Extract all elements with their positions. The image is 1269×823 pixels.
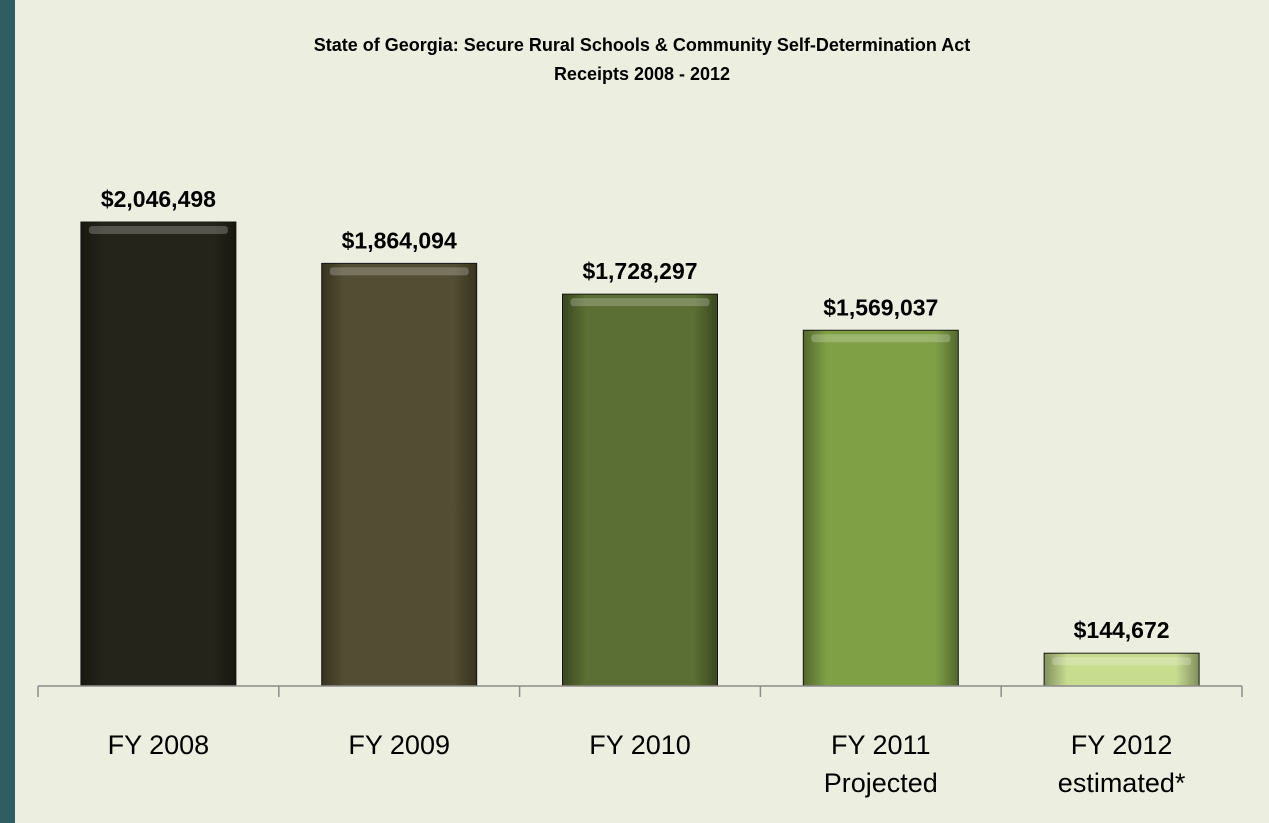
chart-area: State of Georgia: Secure Rural Schools &… bbox=[15, 0, 1269, 823]
bar-highlight bbox=[570, 298, 710, 307]
x-tick-label: Projected bbox=[824, 768, 938, 798]
value-labels-group: $2,046,498 $1,864,094 $1,728,297 $1,569,037… bbox=[101, 186, 1170, 643]
bar-value-label: $1,569,037 bbox=[823, 294, 938, 320]
bar-value-label: $1,864,094 bbox=[342, 227, 457, 253]
bar-value-label: $144,672 bbox=[1074, 617, 1170, 643]
x-tick-label: FY 2010 bbox=[589, 730, 691, 760]
chart-subtitle: Receipts 2008 - 2012 bbox=[554, 64, 730, 84]
bar-shading bbox=[80, 222, 236, 686]
bar-chart: State of Georgia: Secure Rural Schools &… bbox=[37, 35, 1243, 798]
bar-value-label: $2,046,498 bbox=[101, 186, 216, 212]
category-labels-group: FY 2008 FY 2009 FY 2010 FY 2011 Projected FY … bbox=[108, 730, 1186, 798]
bar-highlight bbox=[1052, 657, 1192, 666]
bar-value-label: $1,728,297 bbox=[582, 258, 697, 284]
bar-highlight bbox=[88, 226, 228, 234]
bar-shading bbox=[562, 294, 718, 686]
x-axis-ticks bbox=[37, 686, 1243, 697]
bar-highlight bbox=[329, 267, 469, 276]
x-tick-label: FY 2008 bbox=[108, 730, 210, 760]
x-tick-label: FY 2011 bbox=[831, 730, 931, 760]
bar-shading bbox=[321, 263, 477, 686]
x-tick-label: FY 2012 bbox=[1071, 730, 1173, 760]
chart-title: State of Georgia: Secure Rural Schools &… bbox=[314, 35, 970, 55]
bars-group bbox=[80, 221, 1200, 687]
bar-shading bbox=[803, 330, 959, 686]
x-tick-label: FY 2009 bbox=[348, 730, 450, 760]
bar-highlight bbox=[811, 334, 951, 343]
x-tick-label: estimated* bbox=[1058, 768, 1186, 798]
bar-shading bbox=[1044, 653, 1200, 686]
